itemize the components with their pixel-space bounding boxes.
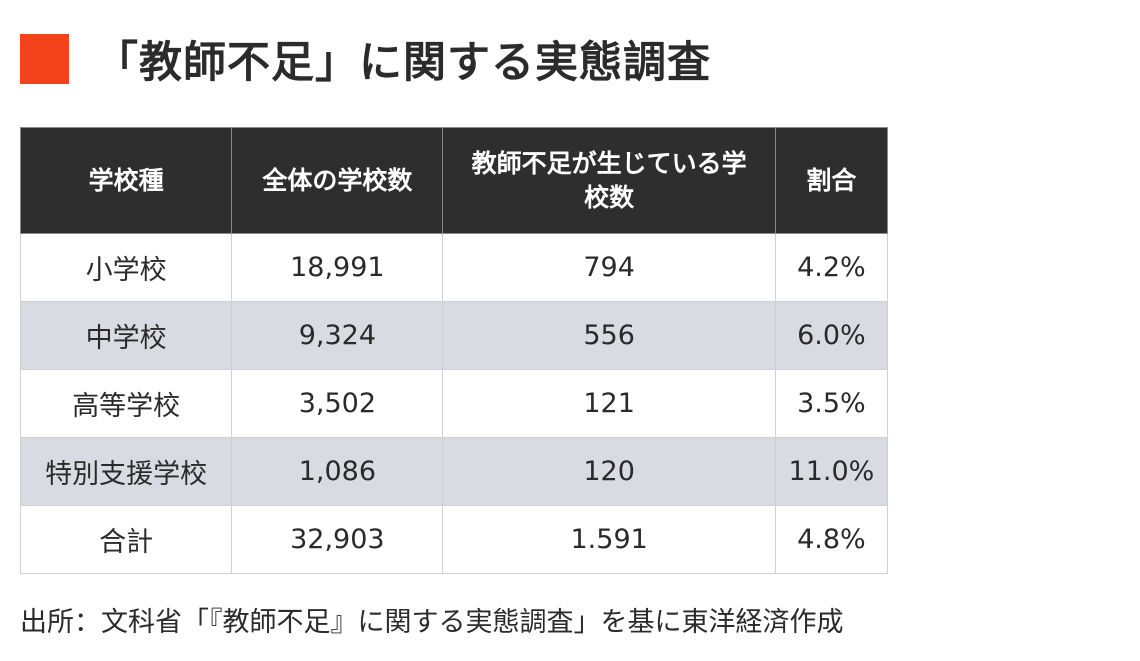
source-note: 出所：文科省「『教師不足』に関する実態調査」を基に東洋経済作成	[20, 607, 844, 638]
cell-school-type: 中学校	[19, 301, 233, 370]
cell-school-type: 小学校	[19, 233, 233, 302]
cell-shortage-schools: 794	[442, 233, 776, 302]
cell-ratio: 11.0%	[774, 437, 889, 506]
cell-ratio: 6.0%	[774, 301, 889, 370]
cell-shortage-schools: 556	[442, 301, 776, 370]
cell-total-schools: 1,086	[231, 437, 444, 506]
cell-total-schools: 3,502	[231, 369, 444, 438]
table-row-total: 合計 32,903 1.591 4.8%	[19, 505, 889, 574]
cell-total-schools: 32,903	[231, 505, 444, 574]
title-text: 「教師不足」に関する実態調査	[95, 38, 711, 88]
cell-total-schools: 18,991	[231, 233, 444, 302]
table-row: 小学校 18,991 794 4.2%	[19, 233, 889, 302]
survey-table: 学校種 全体の学校数 教師不足が生じている学校数 割合 小学校 18,991 7…	[19, 127, 889, 574]
page-title: 「教師不足」に関する実態調査	[20, 30, 711, 88]
table-header-row: 学校種 全体の学校数 教師不足が生じている学校数 割合	[19, 127, 889, 234]
column-header-shortage-schools: 教師不足が生じている学校数	[442, 127, 776, 234]
cell-shortage-schools: 120	[442, 437, 776, 506]
cell-ratio: 3.5%	[774, 369, 889, 438]
cell-school-type: 高等学校	[19, 369, 233, 438]
cell-school-type: 合計	[19, 505, 233, 574]
table-row: 中学校 9,324 556 6.0%	[19, 301, 889, 370]
column-header-total-schools: 全体の学校数	[231, 127, 444, 234]
cell-total-schools: 9,324	[231, 301, 444, 370]
column-header-ratio: 割合	[774, 127, 889, 234]
table-row: 特別支援学校 1,086 120 11.0%	[19, 437, 889, 506]
cell-school-type: 特別支援学校	[19, 437, 233, 506]
column-header-school-type: 学校種	[19, 127, 233, 234]
cell-shortage-schools: 1.591	[442, 505, 776, 574]
table-row: 高等学校 3,502 121 3.5%	[19, 369, 889, 438]
cell-ratio: 4.2%	[774, 233, 889, 302]
cell-shortage-schools: 121	[442, 369, 776, 438]
title-accent-square	[20, 34, 69, 84]
cell-ratio: 4.8%	[774, 505, 889, 574]
